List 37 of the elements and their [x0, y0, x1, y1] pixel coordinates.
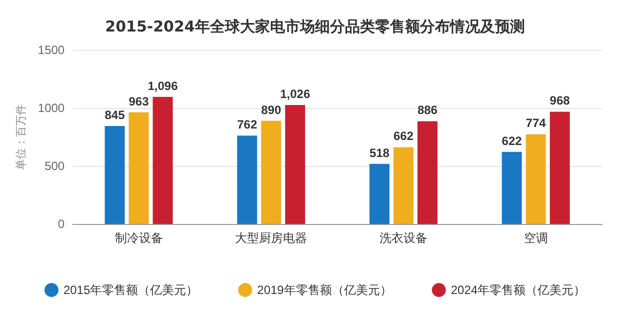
- data-label: 1,026: [280, 86, 310, 101]
- bar: [502, 152, 522, 224]
- x-tick-label: 空调: [524, 231, 548, 245]
- bar: [526, 134, 546, 224]
- bar: [128, 112, 149, 224]
- data-label: 518: [369, 146, 390, 160]
- data-label: 890: [261, 102, 282, 117]
- bar: [261, 120, 282, 224]
- chart-title: 2015-2024年全球大家电市场细分品类零售额分布情况及预测: [105, 18, 525, 36]
- data-label: 968: [550, 94, 570, 108]
- bar: [369, 164, 390, 224]
- y-tick-label: 1500: [38, 43, 65, 57]
- data-label: 886: [417, 103, 438, 118]
- data-label: 762: [237, 118, 258, 132]
- x-tick-label: 洗衣设备: [379, 231, 428, 245]
- data-label: 963: [128, 94, 150, 108]
- bar: [550, 112, 570, 224]
- data-label: 1,096: [148, 78, 178, 93]
- bar: [237, 136, 258, 224]
- y-tick-label: 500: [44, 159, 65, 173]
- y-axis-title: 单位：百万件: [14, 104, 28, 170]
- bar: [285, 104, 306, 224]
- data-label: 662: [393, 129, 414, 144]
- legend-label: 2019年零售额（亿美元）: [257, 283, 392, 297]
- bar: [393, 147, 414, 224]
- data-label: 845: [104, 108, 126, 122]
- bar: [104, 126, 125, 224]
- y-tick-label: 1000: [38, 101, 65, 115]
- y-tick-label: 0: [58, 217, 65, 231]
- x-tick-label: 制冷设备: [114, 231, 163, 245]
- legend-label: 2015年零售额（亿美元）: [63, 283, 198, 297]
- bar: [152, 96, 173, 224]
- data-label: 622: [502, 134, 522, 148]
- data-label: 774: [526, 116, 546, 130]
- x-tick-label: 大型厨房电器: [235, 231, 308, 245]
- legend-label: 2024年零售额（亿美元）: [450, 283, 586, 297]
- bar: [417, 121, 438, 224]
